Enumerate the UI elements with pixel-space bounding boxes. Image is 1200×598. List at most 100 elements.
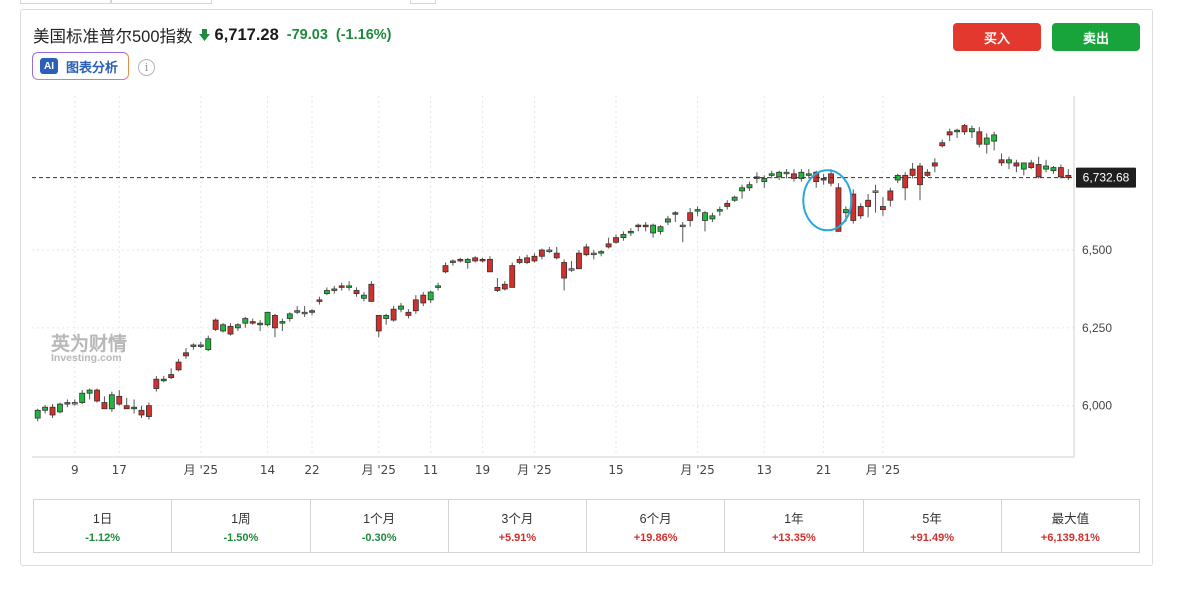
period-change: +19.86% <box>633 532 678 544</box>
period-label: 1日 <box>92 512 113 526</box>
info-icon[interactable]: i <box>138 59 155 76</box>
candle-body <box>865 199 872 207</box>
period-change: +13.35% <box>772 532 816 544</box>
candle-body <box>190 344 197 347</box>
candle-body <box>331 288 338 291</box>
candle-body <box>509 265 516 288</box>
quote-card: 美国标准普尔500指数 6,717.28 -79.03 (-1.16%) 买入 … <box>20 9 1153 566</box>
candle-body <box>116 395 123 405</box>
candle-body <box>234 324 241 329</box>
x-tick-label: 月 '25 <box>184 463 218 477</box>
candle-body <box>657 226 664 232</box>
y-tick-label: 6,000 <box>1082 399 1112 413</box>
candle-body <box>553 252 560 259</box>
candle-body <box>842 209 849 214</box>
candle-body <box>620 234 627 238</box>
period-label: 3个月 <box>501 512 534 526</box>
candle-body <box>153 378 160 389</box>
candle-body <box>249 321 256 324</box>
annotation-circle <box>802 169 853 232</box>
period-label: 5年 <box>922 512 942 526</box>
ai-icon: AI <box>40 58 58 74</box>
down-arrow-icon <box>198 29 210 41</box>
candle-body <box>479 258 486 262</box>
candle-body <box>131 406 138 410</box>
candle-body <box>828 173 834 184</box>
sell-button[interactable]: 卖出 <box>1052 23 1140 51</box>
candle-body <box>1013 162 1020 167</box>
candle-body <box>946 131 953 136</box>
candle-body <box>835 187 842 232</box>
performance-period[interactable]: 1周 -1.50% <box>172 500 311 552</box>
candle-body <box>368 283 375 302</box>
candle-body <box>798 171 805 179</box>
last-price: 6,717.28 <box>214 25 279 44</box>
x-tick-label: 21 <box>816 463 831 477</box>
candle-body <box>449 260 456 263</box>
performance-period[interactable]: 1个月 -0.30% <box>311 500 449 552</box>
price-change: -79.03 <box>286 27 328 43</box>
candle-body <box>665 218 671 223</box>
ai-chart-analysis-button[interactable]: AI 图表分析 <box>32 52 129 80</box>
candle-body <box>642 224 649 228</box>
top-tab-stub <box>410 0 436 4</box>
period-change: +6,139.81% <box>1040 532 1100 544</box>
candle-body <box>175 361 182 371</box>
period-label: 最大值 <box>1051 512 1090 526</box>
candle-body <box>316 299 323 302</box>
candle-body <box>902 174 909 189</box>
candle-body <box>961 125 968 133</box>
candle-body <box>820 178 827 181</box>
candle-body <box>917 165 923 186</box>
period-label: 1个月 <box>363 512 396 526</box>
candle-body <box>1035 164 1042 178</box>
period-label: 6个月 <box>639 512 672 526</box>
candle-body <box>405 311 412 316</box>
candle-body <box>524 257 530 263</box>
candle-body <box>954 129 960 133</box>
candle-body <box>531 255 538 262</box>
period-change: +91.49% <box>910 532 954 544</box>
candle-body <box>57 403 63 413</box>
candle-body <box>264 311 271 326</box>
top-tab-stub <box>110 0 212 4</box>
candle-body <box>887 190 894 201</box>
candle-body <box>42 406 49 411</box>
candle-body <box>420 294 427 304</box>
candle-body <box>694 209 701 212</box>
performance-period[interactable]: 3个月 +5.91% <box>449 500 587 552</box>
candle-body <box>309 310 315 313</box>
candle-body <box>286 313 293 319</box>
x-tick-label: 22 <box>304 463 319 477</box>
candle-body <box>924 171 931 176</box>
candle-body <box>212 319 219 330</box>
candle-body <box>361 294 367 299</box>
x-tick-label: 月 '25 <box>517 463 551 477</box>
performance-period[interactable]: 5年 +91.49% <box>864 500 1002 552</box>
period-label: 1年 <box>784 512 804 526</box>
candle-body <box>939 142 946 147</box>
performance-period[interactable]: 1年 +13.35% <box>725 500 864 552</box>
top-tab-stub <box>20 0 112 4</box>
candle-body <box>679 224 686 228</box>
candle-body <box>34 409 41 419</box>
candle-body <box>294 310 301 313</box>
candle-body <box>761 178 768 182</box>
buy-button[interactable]: 买入 <box>953 23 1041 51</box>
candle-body <box>64 402 71 405</box>
performance-period[interactable]: 1日 -1.12% <box>34 500 173 552</box>
candle-body <box>709 215 716 220</box>
candle-body <box>687 212 694 221</box>
candle-body <box>590 252 597 256</box>
candle-body <box>1028 162 1035 168</box>
candle-body <box>731 196 738 201</box>
candle-body <box>613 237 619 243</box>
candle-body <box>1043 165 1049 170</box>
performance-period[interactable]: 6个月 +19.86% <box>587 500 726 552</box>
performance-period[interactable]: 最大值 +6,139.81% <box>1002 500 1139 552</box>
candle-body <box>931 162 938 167</box>
x-tick-label: 13 <box>757 463 772 477</box>
candle-body <box>220 324 226 332</box>
candle-body <box>457 258 464 262</box>
